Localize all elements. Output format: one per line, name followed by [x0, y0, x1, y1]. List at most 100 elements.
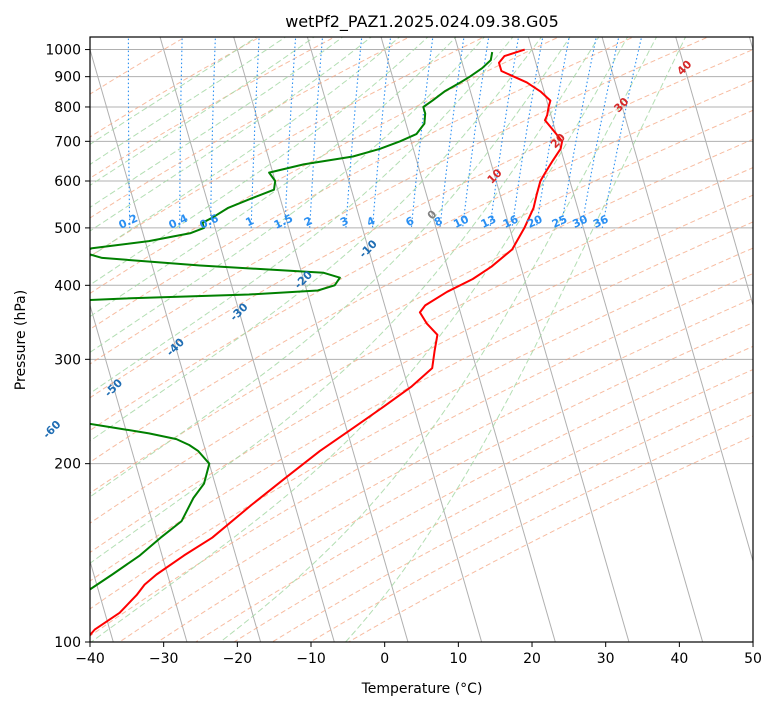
- x-tick-label: 10: [449, 651, 467, 667]
- y-tick-label: 400: [54, 278, 81, 294]
- x-tick-label: 0: [380, 651, 389, 667]
- moist-adiabat-line: [91, 37, 629, 642]
- mixing-ratio-line: [439, 37, 465, 228]
- dry-adiabat-line: [90, 37, 261, 138]
- mixing-ratio-label: 6: [404, 214, 417, 229]
- mixing-ratio-line: [601, 37, 643, 228]
- dry-adiabat-line: [90, 194, 753, 554]
- moist-adiabat-line: [90, 37, 316, 186]
- dry-adiabat-line: [90, 167, 753, 524]
- dry-adiabat-line: [195, 345, 753, 642]
- mixing-ratio-label: 1.5: [272, 212, 295, 232]
- mixing-ratio-line: [250, 37, 260, 228]
- y-tick-label: 900: [54, 70, 81, 86]
- isotherm-label: -30: [227, 300, 250, 323]
- dry-adiabat-line: [90, 247, 753, 610]
- dry-adiabat-line: [90, 37, 710, 365]
- mixing-ratio-label: 0.2: [117, 212, 140, 232]
- mixing-ratio-label: 20: [525, 212, 545, 230]
- isotherm-label: -40: [164, 335, 187, 358]
- isotherm-line: [675, 37, 753, 308]
- mixing-ratio-label: 36: [591, 212, 611, 230]
- isotherm-line: [159, 37, 335, 642]
- x-axis-label: Temperature (°C): [361, 681, 483, 697]
- isotherm-line: [527, 37, 704, 642]
- dry-adiabat-line: [233, 369, 753, 642]
- x-tick-label: −20: [223, 651, 253, 667]
- isotherm-line: [454, 37, 630, 642]
- moist-adiabat-line: [90, 37, 401, 258]
- moist-adiabat-line: [90, 37, 429, 286]
- dry-adiabat-line: [348, 435, 753, 642]
- moist-adiabat-line: [90, 37, 457, 318]
- mixing-ratio-label: 25: [550, 213, 569, 231]
- y-tick-label: 1000: [45, 43, 81, 59]
- mixing-ratio-line: [284, 37, 297, 228]
- y-tick-label: 800: [54, 100, 81, 116]
- y-tick-label: 600: [54, 174, 81, 190]
- moist-adiabat-line: [90, 37, 571, 498]
- chart-title: wetPf2_PAZ1.2025.024.09.38.G05: [285, 12, 559, 32]
- isotherm-label: 10: [485, 166, 505, 186]
- x-tick-label: 30: [597, 651, 615, 667]
- mixing-ratio-line: [511, 37, 544, 228]
- dry-adiabat-line: [90, 37, 411, 219]
- x-tick-label: −10: [296, 651, 326, 667]
- y-tick-label: 100: [54, 635, 81, 651]
- mixing-ratio-label: 3: [338, 214, 350, 229]
- dry-adiabat-line: [90, 37, 336, 179]
- mixing-ratio-line: [127, 37, 131, 228]
- moist-adiabat-line: [90, 37, 373, 232]
- dry-adiabat-line: [90, 37, 486, 257]
- mixing-ratio-line: [371, 37, 392, 228]
- isotherm-line: [306, 37, 483, 642]
- y-tick-label: 300: [54, 352, 81, 368]
- mixing-ratio-label: 30: [570, 212, 590, 230]
- x-tick-label: 40: [670, 651, 688, 667]
- x-tick-label: 50: [744, 651, 762, 667]
- dewpoint-upper-line: [90, 422, 211, 591]
- y-axis-label: Pressure (hPa): [13, 290, 29, 390]
- moist-adiabat-line: [90, 37, 287, 165]
- y-tick-label: 700: [54, 134, 81, 150]
- mixing-ratio-label: 2: [302, 214, 314, 229]
- series-lines: [90, 48, 564, 637]
- isotherm-line: [601, 37, 753, 563]
- moist-adiabat-line: [345, 37, 687, 642]
- dry-adiabat-line: [271, 391, 753, 642]
- y-tick-label: 200: [54, 457, 81, 473]
- mixing-ratio-line: [489, 37, 520, 228]
- dry-adiabat-line: [157, 322, 753, 642]
- moist-adiabat-line: [90, 37, 514, 394]
- isotherm-label: -70: [0, 454, 1, 477]
- mixing-ratio-label: 0.4: [167, 212, 190, 232]
- temperature-line: [90, 48, 564, 637]
- dry-adiabat-line: [90, 37, 187, 95]
- moist-adiabat-line: [90, 37, 486, 353]
- mixing-ratio-label: 16: [501, 212, 521, 230]
- mixing-ratio-line: [462, 37, 490, 228]
- mixing-ratio-line: [535, 37, 570, 228]
- moist-adiabat-line: [90, 37, 258, 145]
- moist-adiabat-line: [90, 37, 600, 564]
- x-tick-label: −30: [149, 651, 179, 667]
- background-lines: [78, 35, 753, 642]
- mixing-ratio-line: [210, 37, 216, 228]
- mixing-ratio-line: [78, 35, 83, 228]
- line-labels: 0.20.40.611.52346810131620253036-100-90-…: [0, 58, 695, 478]
- dry-adiabat-line: [90, 49, 753, 399]
- isotherm-line: [90, 47, 262, 642]
- plot-frame: [89, 36, 754, 643]
- dry-adiabat-line: [90, 37, 560, 294]
- isotherm-label: -10: [357, 237, 380, 260]
- mixing-ratio-line: [560, 37, 597, 228]
- dry-adiabat-line: [90, 221, 753, 582]
- y-tick-label: 500: [54, 221, 81, 237]
- isotherm-label: -50: [102, 376, 125, 399]
- isotherm-label: -60: [40, 418, 63, 441]
- mixing-ratio-line: [580, 37, 620, 228]
- mixing-ratio-line: [179, 37, 183, 228]
- dry-adiabat-line: [90, 37, 635, 330]
- moist-adiabat-line: [90, 37, 543, 442]
